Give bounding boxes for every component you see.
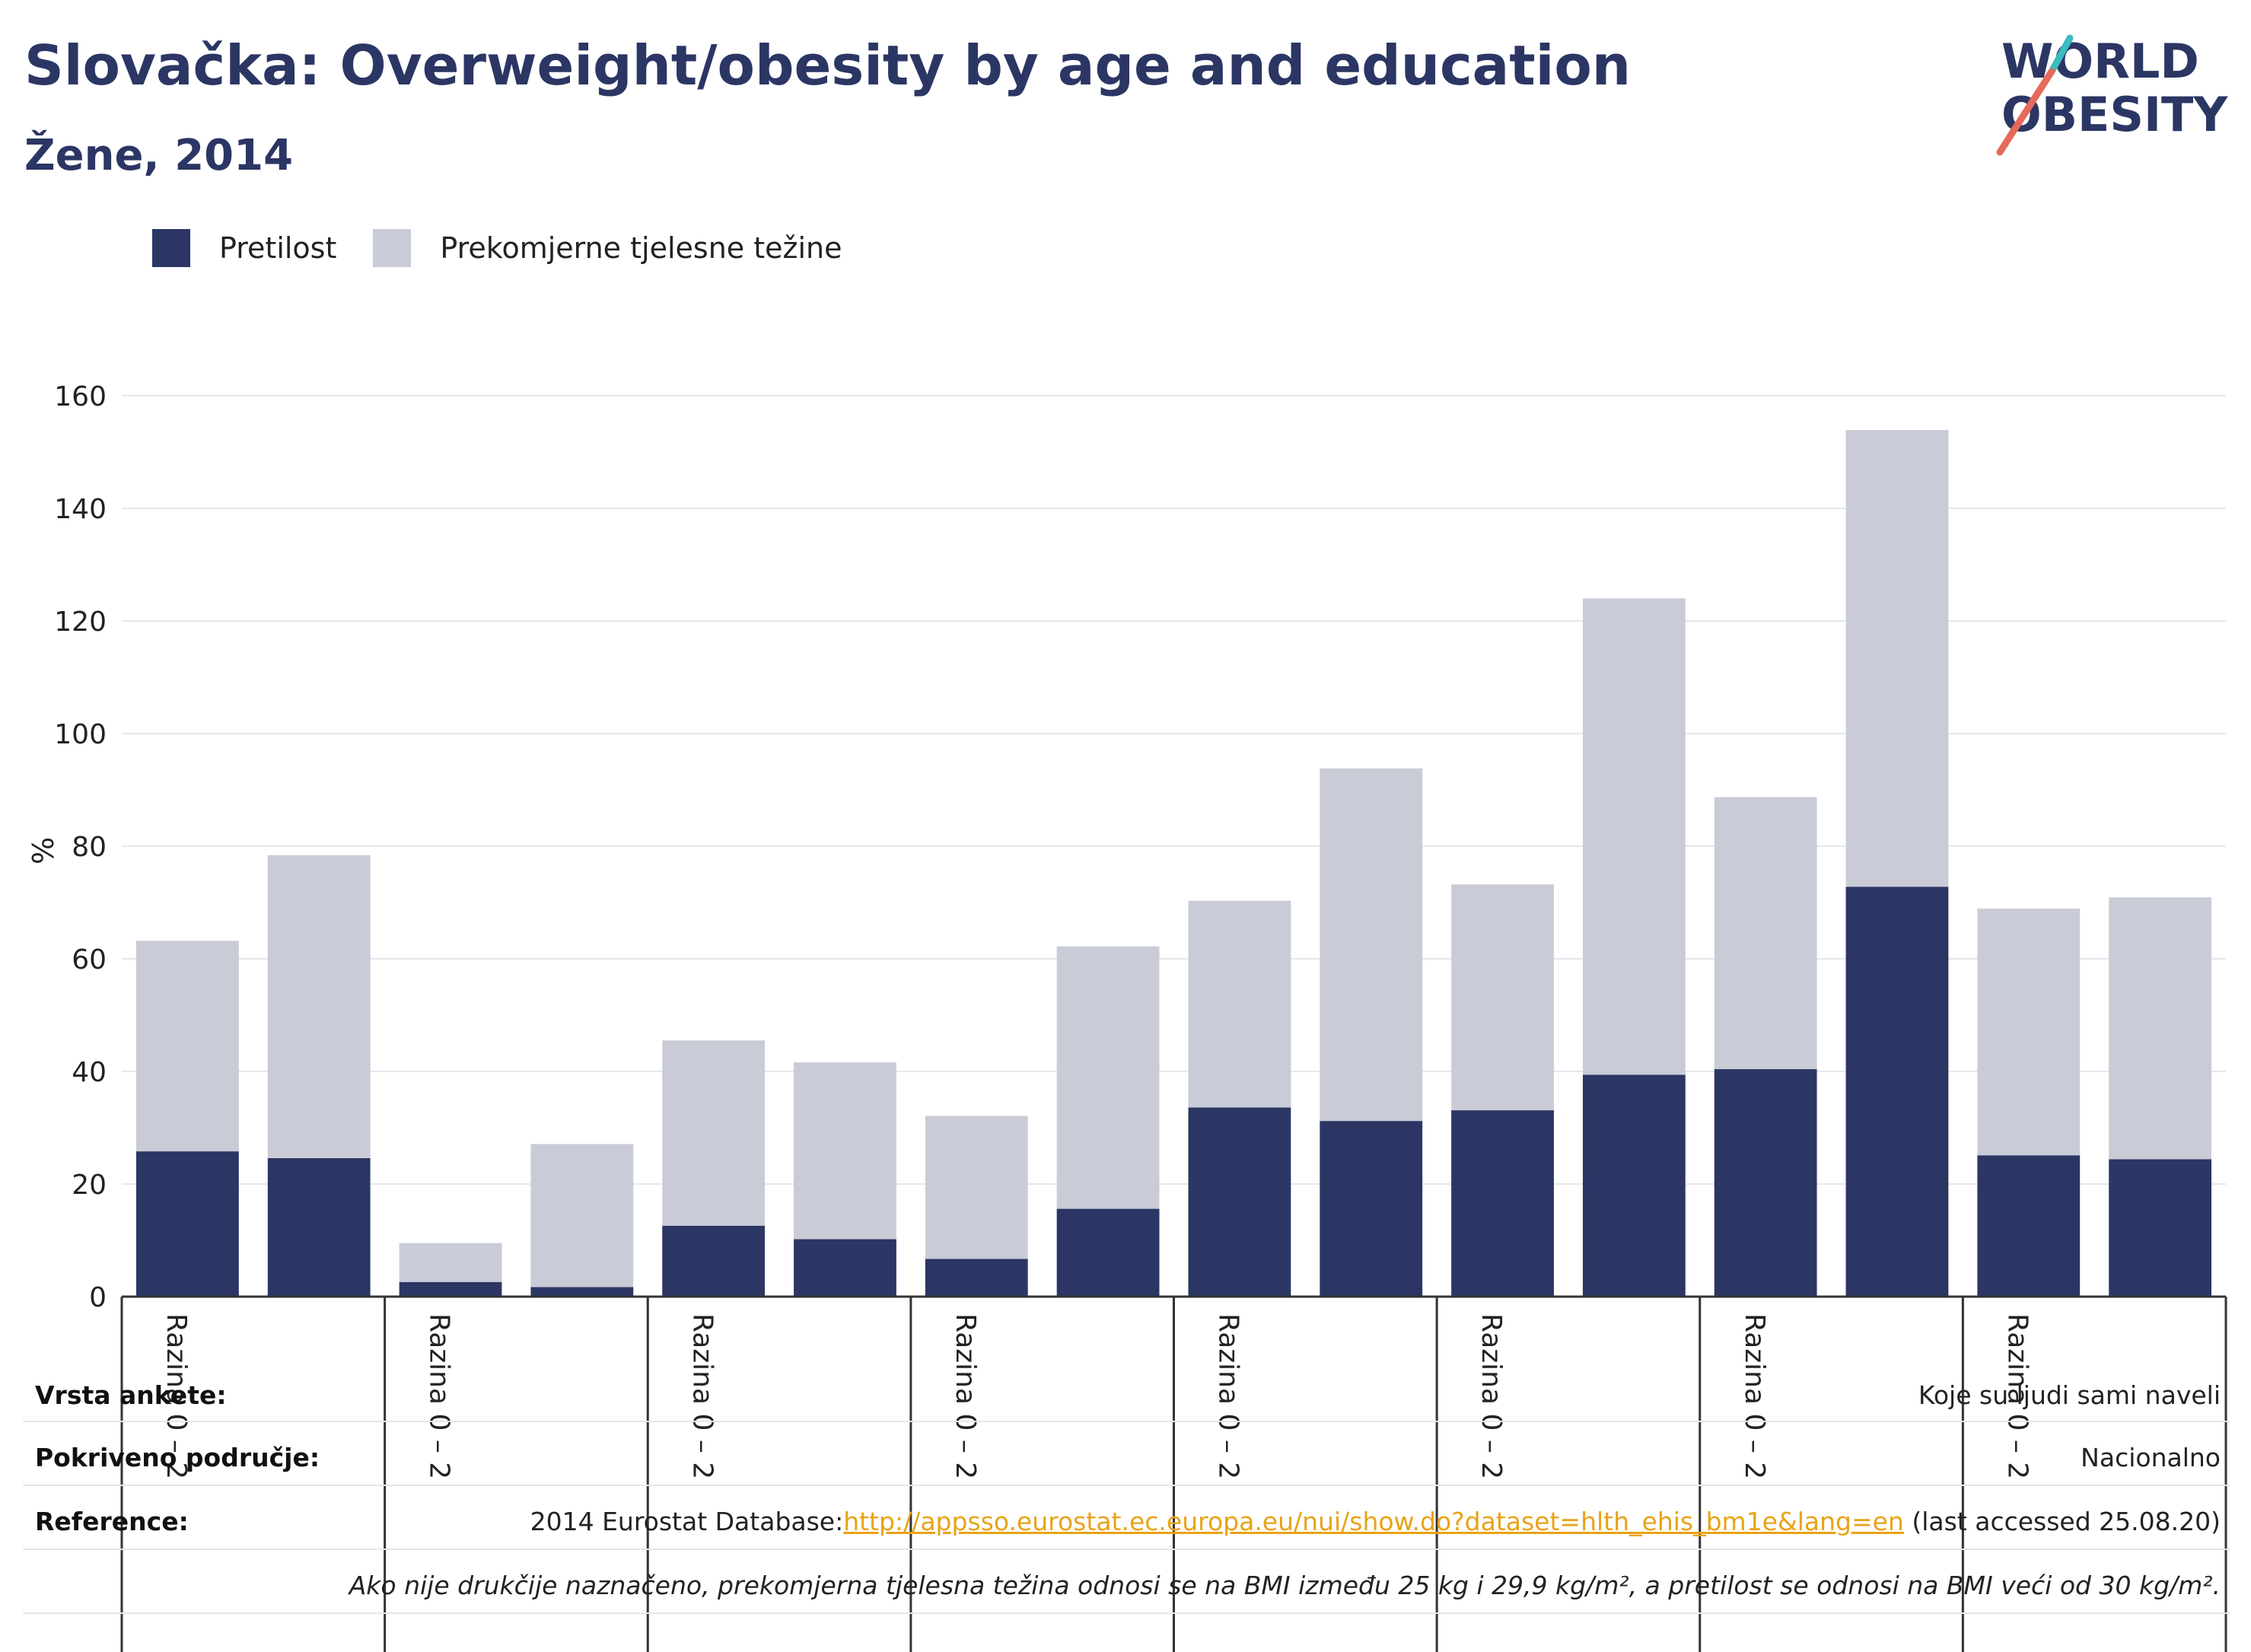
bar-obesity xyxy=(136,1151,239,1297)
bar-obesity xyxy=(662,1225,766,1297)
reference-value: 2014 Eurostat Database:http://appsso.eur… xyxy=(530,1507,2221,1536)
x-group-label: Razina 0 – 2 xyxy=(950,1313,981,1479)
reference-prefix: 2014 Eurostat Database: xyxy=(530,1507,844,1536)
y-tick-label: 20 xyxy=(72,1170,107,1201)
bar-overweight xyxy=(1188,900,1291,1108)
definition-note: Ako nije drukčije naznačeno, prekomjerna… xyxy=(349,1571,2221,1600)
bar-overweight xyxy=(1056,946,1160,1209)
x-group-label: Razina 0 – 2 xyxy=(1213,1313,1244,1479)
bar-obesity xyxy=(1977,1155,2081,1297)
chart-title: Slovačka: Overweight/obesity by age and … xyxy=(24,33,1632,97)
bar-obesity xyxy=(267,1157,371,1297)
world-obesity-logo: WORLD OBESITY xyxy=(1996,33,2228,156)
legend-swatch-overweight xyxy=(373,229,412,267)
bar-overweight xyxy=(530,1144,634,1288)
y-tick-label: 40 xyxy=(72,1057,107,1088)
bar-obesity xyxy=(1320,1121,1423,1297)
y-tick-label: 100 xyxy=(54,719,107,750)
y-tick-label: 60 xyxy=(72,944,107,976)
bar-overweight xyxy=(925,1116,1028,1259)
y-tick-label: 120 xyxy=(54,606,107,638)
y-axis-label: % xyxy=(27,837,60,864)
bar-overweight xyxy=(399,1243,502,1282)
bar-overweight xyxy=(1582,598,1686,1075)
bar-overweight xyxy=(136,941,239,1152)
bar-obesity xyxy=(1582,1074,1686,1297)
y-tick-label: 140 xyxy=(54,494,107,525)
bar-overweight xyxy=(1977,909,2081,1156)
legend-item-overweight[interactable]: Prekomjerne tjelesne težine xyxy=(373,229,842,267)
bar-obesity xyxy=(794,1239,896,1297)
bar-overweight xyxy=(1320,768,1423,1122)
bar-obesity xyxy=(2109,1159,2211,1297)
bar-obesity xyxy=(530,1287,634,1297)
y-tick-label: 0 xyxy=(89,1282,107,1313)
bar-obesity xyxy=(1188,1107,1291,1297)
bar-overweight xyxy=(1714,797,1817,1070)
x-group-label: Razina 0 – 2 xyxy=(161,1313,192,1479)
reference-suffix: (last accessed 25.08.20) xyxy=(1903,1507,2221,1536)
x-group-label: Razina 0 – 2 xyxy=(1739,1313,1770,1479)
bar-obesity xyxy=(1056,1208,1160,1297)
y-tick-label: 80 xyxy=(72,832,107,863)
bar-overweight xyxy=(1845,430,1949,887)
y-tick-label: 160 xyxy=(54,381,107,412)
reference-label: Reference: xyxy=(35,1507,189,1536)
coverage-label: Pokriveno područje: xyxy=(35,1443,320,1472)
x-group-label: Razina 0 – 2 xyxy=(686,1313,718,1479)
bar-overweight xyxy=(794,1062,896,1240)
bar-obesity xyxy=(925,1259,1028,1297)
survey-type-value: Koje su ljudi sami naveli xyxy=(1918,1380,2221,1410)
coverage-value: Nacionalno xyxy=(2081,1443,2221,1472)
chart-subtitle: Žene, 2014 xyxy=(24,131,294,180)
bar-overweight xyxy=(1451,884,1554,1111)
x-group-label: Razina 0 – 2 xyxy=(424,1313,455,1479)
bar-overweight xyxy=(2109,897,2211,1160)
legend-label-overweight: Prekomjerne tjelesne težine xyxy=(440,231,842,265)
x-group-label: Razina 0 – 2 xyxy=(2001,1313,2033,1479)
legend-swatch-obesity xyxy=(152,229,190,267)
legend: Pretilost Prekomjerne tjelesne težine xyxy=(152,225,879,271)
legend-label-obesity: Pretilost xyxy=(219,231,337,265)
bar-overweight xyxy=(267,855,371,1158)
reference-link[interactable]: http://appsso.eurostat.ec.europa.eu/nui/… xyxy=(843,1507,1904,1536)
survey-type-label: Vrsta ankete: xyxy=(35,1380,227,1410)
bar-obesity xyxy=(1845,886,1949,1297)
bar-overweight xyxy=(662,1040,766,1226)
bar-obesity xyxy=(399,1281,502,1297)
bar-obesity xyxy=(1451,1110,1554,1297)
legend-item-obesity[interactable]: Pretilost xyxy=(152,229,336,267)
x-group-label: Razina 0 – 2 xyxy=(1476,1313,1507,1479)
logo-line1: WORLD xyxy=(2001,33,2199,89)
bar-obesity xyxy=(1714,1069,1817,1297)
